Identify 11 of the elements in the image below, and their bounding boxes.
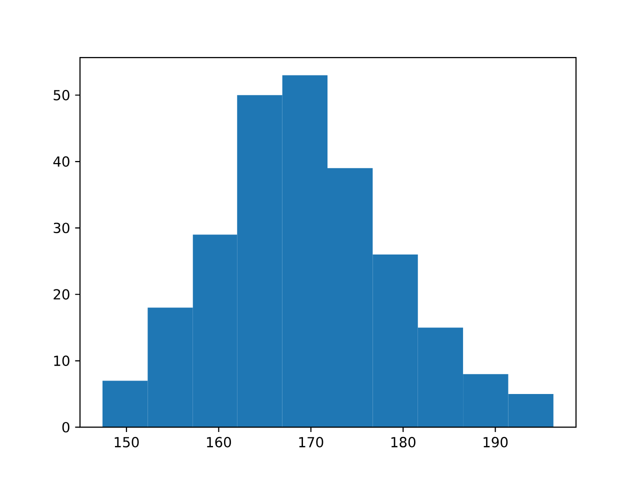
x-tick-label: 160 bbox=[207, 436, 231, 448]
x-tick-label: 170 bbox=[299, 436, 324, 448]
x-tick-label: 190 bbox=[484, 436, 508, 448]
x-tick-label: 180 bbox=[391, 436, 416, 448]
x-tick-label: 150 bbox=[114, 436, 139, 448]
y-tick-label: 10 bbox=[54, 356, 70, 366]
y-tick-label: 0 bbox=[62, 422, 70, 432]
y-tick-label: 40 bbox=[53, 156, 70, 167]
y-tick-label: 30 bbox=[54, 222, 70, 234]
y-tick-label: 20 bbox=[54, 289, 70, 300]
y-tick-label: 50 bbox=[54, 90, 70, 100]
